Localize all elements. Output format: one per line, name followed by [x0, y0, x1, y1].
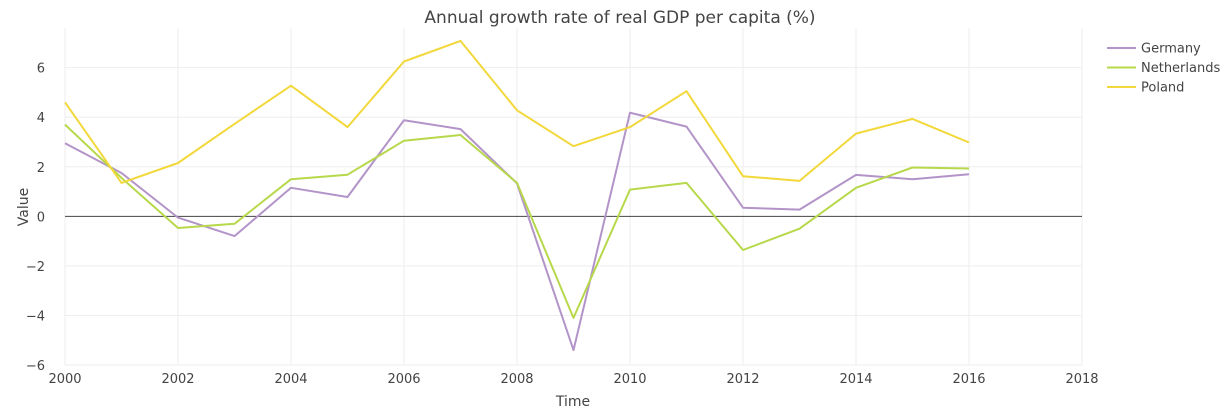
data-point-poland[interactable]	[232, 121, 238, 127]
series-layer	[62, 38, 972, 353]
x-axis-ticks: 2000 2002 2004 2006 2008 2010 2012 2014 2016 2018	[48, 372, 1098, 387]
x-tick-label: 2010	[613, 372, 646, 387]
data-point-germany[interactable]	[232, 233, 238, 239]
data-point-poland[interactable]	[966, 139, 972, 145]
data-point-germany[interactable]	[684, 124, 690, 130]
data-point-poland[interactable]	[62, 99, 68, 105]
data-point-netherlands[interactable]	[514, 180, 520, 186]
legend[interactable]: Germany Netherlands Poland	[1107, 42, 1220, 96]
data-point-poland[interactable]	[853, 131, 859, 137]
x-tick-label: 2016	[952, 372, 985, 387]
x-tick-label: 2000	[48, 372, 81, 387]
x-tick-label: 2012	[726, 372, 759, 387]
data-point-poland[interactable]	[627, 124, 633, 130]
x-tick-label: 2006	[387, 372, 420, 387]
x-tick-label: 2014	[839, 372, 872, 387]
y-tick-label: 0	[37, 210, 45, 225]
data-point-poland[interactable]	[119, 180, 125, 186]
data-point-germany[interactable]	[910, 176, 916, 182]
x-axis-label: Time	[555, 394, 590, 410]
data-point-netherlands[interactable]	[910, 165, 916, 171]
data-point-netherlands[interactable]	[401, 138, 407, 144]
y-tick-label: 2	[37, 161, 45, 176]
data-point-poland[interactable]	[514, 107, 520, 113]
data-point-poland[interactable]	[288, 83, 294, 89]
y-tick-label: 6	[37, 62, 45, 77]
y-tick-label: 4	[37, 111, 45, 126]
y-axis-label: Value	[16, 188, 32, 226]
data-point-poland[interactable]	[345, 124, 351, 130]
data-point-netherlands[interactable]	[175, 225, 181, 231]
data-point-netherlands[interactable]	[627, 187, 633, 193]
data-point-germany[interactable]	[853, 172, 859, 178]
data-point-germany[interactable]	[571, 347, 577, 353]
data-point-germany[interactable]	[458, 126, 464, 132]
data-point-poland[interactable]	[401, 58, 407, 64]
data-point-netherlands[interactable]	[684, 180, 690, 186]
data-point-poland[interactable]	[571, 143, 577, 149]
data-point-netherlands[interactable]	[740, 247, 746, 253]
data-point-netherlands[interactable]	[62, 122, 68, 128]
x-tick-label: 2018	[1065, 372, 1098, 387]
data-point-netherlands[interactable]	[853, 185, 859, 191]
legend-label-netherlands[interactable]: Netherlands	[1141, 61, 1220, 76]
y-tick-label: −6	[26, 359, 45, 374]
data-point-germany[interactable]	[62, 140, 68, 146]
series-line-poland[interactable]	[64, 39, 970, 184]
data-point-poland[interactable]	[740, 173, 746, 179]
data-point-poland[interactable]	[797, 178, 803, 184]
chart-title: Annual growth rate of real GDP per capit…	[424, 8, 815, 28]
data-point-germany[interactable]	[175, 215, 181, 221]
legend-label-poland[interactable]: Poland	[1141, 81, 1184, 96]
data-point-poland[interactable]	[910, 116, 916, 122]
data-point-netherlands[interactable]	[966, 165, 972, 171]
data-point-netherlands[interactable]	[288, 176, 294, 182]
x-tick-label: 2004	[274, 372, 307, 387]
legend-label-germany[interactable]: Germany	[1141, 42, 1201, 57]
y-tick-label: −2	[26, 260, 45, 275]
data-point-poland[interactable]	[458, 38, 464, 44]
data-point-netherlands[interactable]	[458, 132, 464, 138]
data-point-netherlands[interactable]	[797, 226, 803, 232]
data-point-poland[interactable]	[684, 88, 690, 94]
data-point-poland[interactable]	[175, 160, 181, 166]
series-line-netherlands[interactable]	[64, 123, 970, 319]
data-point-netherlands[interactable]	[345, 172, 351, 178]
data-point-netherlands[interactable]	[571, 315, 577, 321]
data-point-germany[interactable]	[627, 110, 633, 116]
data-point-germany[interactable]	[288, 185, 294, 191]
x-tick-label: 2008	[500, 372, 533, 387]
grid	[64, 28, 1083, 366]
data-point-germany[interactable]	[740, 205, 746, 211]
data-point-germany[interactable]	[966, 171, 972, 177]
x-tick-label: 2002	[161, 372, 194, 387]
data-point-germany[interactable]	[401, 117, 407, 123]
data-point-germany[interactable]	[345, 194, 351, 200]
y-tick-label: −4	[26, 309, 45, 324]
data-point-germany[interactable]	[797, 207, 803, 213]
y-axis-ticks: −6 −4 −2 0 2 4 6	[26, 62, 45, 374]
data-point-netherlands[interactable]	[232, 221, 238, 227]
